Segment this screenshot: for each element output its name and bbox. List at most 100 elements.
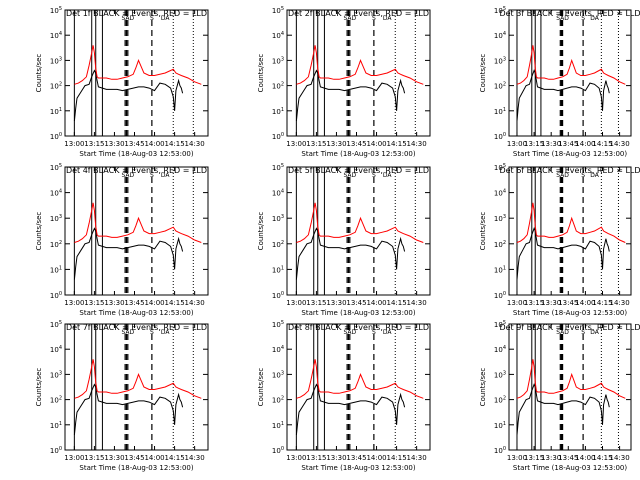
y-axis-label: Counts/sec	[479, 368, 487, 407]
x-tick-label: 13:00	[286, 140, 306, 148]
x-tick-label: 13:45	[346, 454, 366, 462]
x-tick-label: 14:30	[610, 140, 630, 148]
marker-label: SAD	[343, 329, 356, 336]
x-tick-label: 14:15	[164, 454, 184, 462]
y-tick-label: 101	[494, 107, 506, 116]
y-tick-label: 101	[272, 265, 284, 274]
x-tick-label: 14:15	[386, 299, 406, 307]
marker-label: SAD	[556, 172, 569, 179]
y-tick-label: 104	[50, 189, 62, 198]
panel-title: Det 8f BLACK = Events, RED = LLD	[288, 323, 429, 332]
x-tick-label: 13:15	[306, 140, 326, 148]
y-tick-label: 103	[50, 370, 62, 379]
y-tick-label: 101	[494, 265, 506, 274]
x-tick-label: 14:00	[144, 140, 164, 148]
marker-label: DA	[161, 172, 171, 179]
marker-label: S	[581, 329, 585, 336]
series-line-events	[73, 69, 184, 121]
y-tick-label: 104	[272, 345, 284, 354]
plot-frame	[508, 323, 632, 451]
y-tick-label: 105	[494, 6, 506, 15]
marker-label: DA	[383, 172, 393, 179]
x-tick-label: 13:45	[124, 299, 144, 307]
series-line-lld	[74, 359, 202, 399]
x-tick-label: 13:00	[64, 454, 84, 462]
series-line-events	[295, 227, 406, 280]
panel-det-2: 13:00 13:15 13:30 13:45 14:00 14:15 14:30 100 10…	[257, 6, 431, 158]
plot-frame	[286, 166, 431, 296]
y-axis-label: Counts/sec	[257, 54, 265, 93]
marker-label: DA	[590, 172, 600, 179]
series-line-lld	[74, 202, 202, 243]
marker-label: DA	[383, 329, 393, 336]
y-tick-label: 105	[272, 320, 284, 329]
y-tick-label: 104	[272, 31, 284, 40]
x-tick-label: 13:00	[286, 299, 306, 307]
marker-label: SAD	[556, 329, 569, 336]
x-tick-label: 13:00	[64, 299, 84, 307]
y-axis-label: Counts/sec	[479, 212, 487, 251]
x-tick-label: 13:15	[524, 140, 544, 148]
x-tick-label: 13:45	[124, 140, 144, 148]
series-line-lld	[516, 45, 626, 85]
x-tick-label: 14:00	[575, 299, 595, 307]
y-tick-label: 100	[50, 446, 62, 455]
marker-label: S	[581, 172, 585, 179]
panel-title: Det 5f BLACK = Events, RED = LLD	[288, 166, 429, 175]
x-axis-label: Start Time (18-Aug-03 12:53:00)	[513, 309, 627, 317]
x-tick-label: 14:30	[610, 299, 630, 307]
series-line-events	[516, 383, 610, 435]
y-tick-label: 102	[494, 396, 506, 405]
plot-frame	[64, 9, 209, 137]
x-tick-label: 14:00	[575, 454, 595, 462]
y-tick-label: 101	[272, 107, 284, 116]
y-axis-label: Counts/sec	[479, 54, 487, 93]
series-line-events	[295, 383, 406, 435]
marker-label: DA	[383, 15, 393, 22]
x-tick-label: 14:15	[164, 140, 184, 148]
marker-label: SAD	[343, 15, 356, 22]
marker-label: DA	[590, 15, 600, 22]
y-tick-label: 104	[50, 31, 62, 40]
x-tick-label: 14:30	[407, 299, 427, 307]
x-tick-label: 14:00	[366, 454, 386, 462]
y-axis-label: Counts/sec	[257, 212, 265, 251]
x-axis-label: Start Time (18-Aug-03 12:53:00)	[513, 464, 627, 472]
panel-det-1: 13:00 13:15 13:30 13:45 14:00 14:15 14:30 100 10…	[35, 6, 209, 158]
y-tick-label: 101	[50, 421, 62, 430]
x-axis-label: Start Time (18-Aug-03 12:53:00)	[301, 464, 415, 472]
x-tick-label: 14:30	[185, 299, 205, 307]
y-tick-label: 103	[494, 370, 506, 379]
series-line-events	[73, 383, 184, 435]
x-tick-label: 13:30	[541, 299, 561, 307]
series-line-lld	[516, 359, 626, 399]
marker-label: SAD	[121, 15, 134, 22]
panel-title: Det 4f BLACK = Events, RED = LLD	[66, 166, 207, 175]
x-tick-label: 13:30	[326, 454, 346, 462]
y-tick-label: 105	[50, 6, 62, 15]
x-tick-label: 14:00	[575, 140, 595, 148]
marker-label: S	[150, 172, 154, 179]
x-tick-label: 13:45	[558, 299, 578, 307]
x-tick-label: 14:30	[185, 454, 205, 462]
x-tick-label: 13:45	[558, 140, 578, 148]
x-tick-label: 13:15	[306, 454, 326, 462]
x-tick-label: 13:30	[104, 140, 124, 148]
plot-frame	[64, 166, 209, 296]
marker-label: DA	[590, 329, 600, 336]
x-tick-label: 14:00	[366, 140, 386, 148]
x-tick-label: 14:00	[144, 299, 164, 307]
panel-det-8: 13:00 13:15 13:30 13:45 14:00 14:15 14:30 100 10…	[257, 320, 431, 472]
y-tick-label: 105	[272, 163, 284, 172]
x-tick-label: 13:00	[286, 454, 306, 462]
marker-label: SAD	[121, 329, 134, 336]
y-axis-label: Counts/sec	[35, 212, 43, 251]
x-tick-label: 14:30	[407, 454, 427, 462]
panel-title: Det 1f BLACK = Events, RED = LLD	[66, 9, 207, 18]
marker-label: SAD	[556, 15, 569, 22]
marker-label: S	[372, 172, 376, 179]
marker-label: S	[581, 15, 585, 22]
